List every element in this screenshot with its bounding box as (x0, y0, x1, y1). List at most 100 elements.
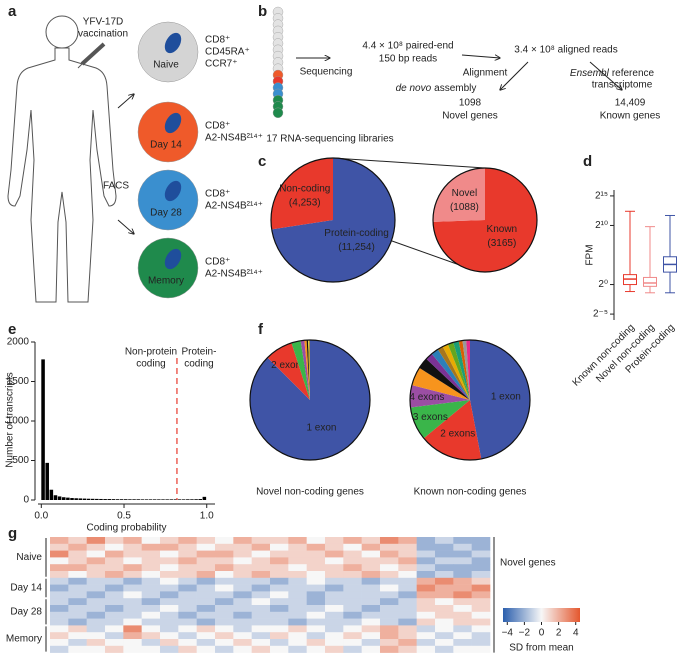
histogram-bar (45, 462, 49, 500)
y-axis-label: FPM (585, 244, 596, 265)
heatmap-cell (270, 591, 289, 599)
heatmap-cell (288, 550, 307, 558)
heatmap-cell (233, 564, 252, 572)
reference-label-text: reference (612, 68, 655, 79)
heatmap-cell (68, 550, 87, 558)
heatmap-cell (398, 645, 417, 653)
histogram-bar (119, 499, 124, 500)
heatmap-cell (453, 591, 472, 599)
heatmap-cell (233, 537, 252, 545)
histogram-bar (194, 499, 198, 500)
heatmap-cell (288, 543, 307, 551)
pie-slice (250, 340, 371, 460)
heatmap-cell (178, 543, 197, 551)
heatmap-cell (196, 598, 216, 606)
heatmap-cell (178, 537, 197, 545)
heatmap-cell (141, 645, 161, 653)
reference-label-italic: Ensembl (570, 68, 610, 79)
histogram-bar (124, 499, 128, 500)
heatmap-cell (361, 618, 381, 626)
heatmap-cell (361, 571, 381, 579)
heatmap-cell (325, 639, 344, 647)
y-tick-label: 0 (23, 495, 29, 506)
heatmap-cell (105, 571, 124, 579)
histogram-bar (70, 498, 74, 500)
heatmap-cell (453, 611, 472, 619)
heatmap-cell (325, 577, 344, 585)
heatmap-cell (416, 550, 436, 558)
colorbar (503, 608, 580, 622)
histogram-bar (202, 496, 207, 500)
vaccination-label: vaccination (78, 29, 128, 40)
heatmap-cell (306, 584, 326, 592)
heatmap-cell (398, 618, 417, 626)
heatmap-cell (288, 537, 307, 545)
heatmap-cell (380, 557, 399, 565)
heatmap-cell (471, 605, 491, 613)
heatmap-cell (343, 639, 362, 647)
heatmap-cell (453, 557, 472, 565)
heatmap-cell (416, 584, 436, 592)
heatmap-cell (196, 537, 216, 545)
pie-slice (271, 158, 396, 282)
heatmap-cell (178, 577, 197, 585)
heatmap-cell (288, 618, 307, 626)
heatmap-cell (398, 625, 417, 633)
heatmap-cell (343, 605, 362, 613)
histogram-bar (61, 497, 66, 500)
y-tick-label: 2⁰ (598, 279, 608, 290)
heatmap-cell (416, 605, 436, 613)
heatmap-cell (361, 550, 381, 558)
heatmap-label: Novel genes (500, 558, 556, 569)
heatmap-cell (398, 611, 417, 619)
heatmap-cell (160, 605, 179, 613)
heatmap-cell (105, 605, 124, 613)
heatmap-cell (435, 577, 454, 585)
heatmap-cell (233, 605, 252, 613)
heatmap-cell (123, 537, 142, 545)
novel-label: Novel genes (442, 111, 498, 122)
panel-label: g (8, 525, 17, 542)
pie-slice (423, 400, 482, 460)
heatmap-cell (86, 618, 106, 626)
heatmap-cell (325, 598, 344, 606)
heatmap-cell (416, 598, 436, 606)
panel-label: c (258, 153, 266, 170)
reads-label: 4.4 × 10⁸ paired-end (362, 41, 453, 52)
heatmap-cell (306, 611, 326, 619)
group-label: Day 28 (10, 606, 42, 617)
heatmap-cell (50, 611, 69, 619)
heatmap-cell (86, 625, 106, 633)
heatmap-cell (380, 645, 399, 653)
heatmap-cell (306, 618, 326, 626)
colorbar-tick-label: −2 (519, 628, 531, 639)
heatmap-cell (471, 577, 491, 585)
heatmap-cell (288, 584, 307, 592)
y-tick-label: 2¹⁰ (595, 220, 608, 231)
syringe (80, 42, 106, 66)
heatmap-cell (233, 591, 252, 599)
heatmap-cell (471, 618, 491, 626)
heatmap-cell (251, 598, 271, 606)
heatmap-cell (416, 625, 436, 633)
heatmap-cell (141, 571, 161, 579)
heatmap-cell (270, 605, 289, 613)
heatmap-cell (471, 591, 491, 599)
heatmap-cell (380, 564, 399, 572)
heatmap-cell (68, 632, 87, 640)
heatmap-cell (123, 618, 142, 626)
heatmap-cell (178, 557, 197, 565)
heatmap-cell (251, 591, 271, 599)
heatmap-cell (380, 618, 399, 626)
heatmap-cell (343, 543, 362, 551)
heatmap-cell (325, 632, 344, 640)
histogram-bar (132, 499, 136, 500)
heatmap-cell (141, 618, 161, 626)
heatmap-cell (343, 618, 362, 626)
heatmap-cell (215, 632, 234, 640)
histogram-bar (57, 496, 62, 500)
group-label: Day 14 (10, 583, 42, 594)
heatmap-cell (160, 564, 179, 572)
heatmap-cell (453, 543, 472, 551)
cell-nucleus (164, 32, 182, 54)
